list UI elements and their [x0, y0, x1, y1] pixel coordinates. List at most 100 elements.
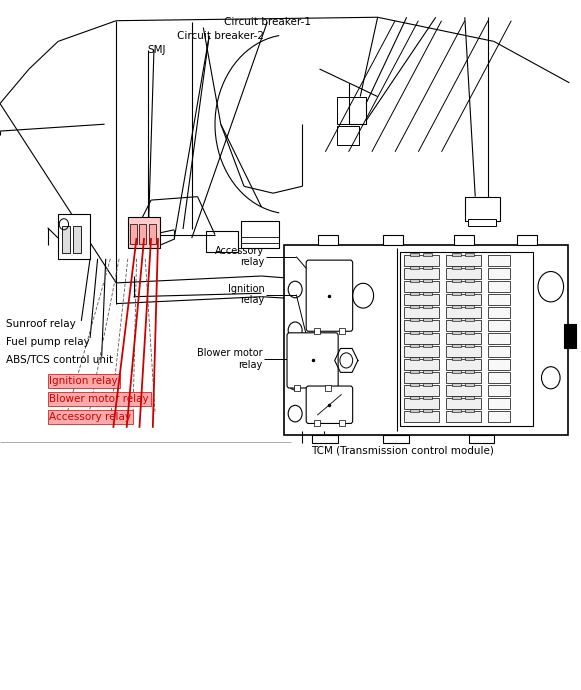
Bar [404, 333, 439, 344]
Bar [452, 331, 461, 334]
Bar [339, 328, 345, 334]
Bar [465, 304, 474, 308]
Bar [446, 411, 481, 422]
Bar [465, 395, 474, 399]
Text: Circuit breaker-2: Circuit breaker-2 [177, 31, 264, 41]
Bar [488, 333, 510, 344]
Bar [410, 292, 419, 295]
Text: Sunroof relay: Sunroof relay [6, 319, 76, 329]
Text: Accessory relay: Accessory relay [49, 412, 131, 422]
Bar [410, 317, 419, 321]
Bar [404, 281, 439, 292]
Bar [465, 382, 474, 386]
Bar [241, 221, 279, 248]
Bar [410, 279, 419, 282]
Bar [488, 372, 510, 382]
Bar [423, 382, 432, 386]
Bar [488, 384, 510, 395]
Bar [404, 346, 439, 357]
Bar [130, 224, 137, 244]
Bar [468, 435, 494, 443]
Text: ABS/TCS control unit: ABS/TCS control unit [6, 355, 113, 365]
Bar [488, 255, 510, 266]
Bar [452, 266, 461, 269]
Bar [564, 324, 576, 348]
Bar [404, 294, 439, 304]
Bar [128, 217, 160, 248]
Text: Blower motor relay: Blower motor relay [49, 394, 149, 404]
Bar [383, 235, 403, 245]
Bar [446, 255, 481, 266]
Bar [410, 266, 419, 269]
Bar [446, 281, 481, 292]
Bar [404, 411, 439, 422]
Bar [423, 317, 432, 321]
Bar [423, 253, 432, 256]
Bar [488, 294, 510, 304]
Bar [452, 304, 461, 308]
Bar [465, 370, 474, 373]
Bar [410, 357, 419, 360]
Bar [488, 268, 510, 279]
Bar [423, 279, 432, 282]
Bar [404, 372, 439, 382]
Bar [423, 408, 432, 412]
Bar [318, 235, 338, 245]
Bar [446, 294, 481, 304]
Bar [452, 253, 461, 256]
Text: Accessory
relay: Accessory relay [215, 246, 264, 268]
Bar [339, 420, 345, 426]
Bar [452, 357, 461, 360]
Bar [73, 226, 81, 253]
Bar [410, 382, 419, 386]
Bar [465, 266, 474, 269]
Bar [404, 306, 439, 317]
Bar [383, 435, 409, 443]
Text: Ignition relay: Ignition relay [49, 376, 118, 386]
Bar [62, 226, 70, 253]
Bar [446, 268, 481, 279]
Bar [465, 357, 474, 360]
Bar [404, 384, 439, 395]
Bar [446, 372, 481, 382]
Bar [206, 231, 238, 252]
Bar [465, 292, 474, 295]
Bar [284, 245, 568, 435]
Bar [410, 370, 419, 373]
Bar [452, 344, 461, 347]
FancyBboxPatch shape [306, 386, 353, 424]
Bar [410, 253, 419, 256]
Bar [404, 359, 439, 370]
Text: SMJ: SMJ [148, 45, 166, 55]
Bar [488, 397, 510, 408]
Bar [410, 304, 419, 308]
Bar [294, 384, 300, 391]
Bar [488, 359, 510, 370]
Bar [337, 97, 366, 124]
Bar [446, 333, 481, 344]
Bar [488, 411, 510, 422]
Bar [423, 331, 432, 334]
Bar [410, 395, 419, 399]
Bar [404, 397, 439, 408]
Bar [337, 126, 359, 145]
Bar [423, 344, 432, 347]
Bar [452, 370, 461, 373]
Bar [423, 357, 432, 360]
Bar [465, 408, 474, 412]
Bar [454, 235, 474, 245]
Bar [410, 408, 419, 412]
Bar [446, 359, 481, 370]
Bar [465, 317, 474, 321]
Bar [488, 346, 510, 357]
Bar [410, 344, 419, 347]
Bar [446, 346, 481, 357]
Bar [488, 319, 510, 331]
Bar [423, 304, 432, 308]
Bar [314, 328, 320, 334]
Bar [423, 292, 432, 295]
Bar [423, 370, 432, 373]
FancyBboxPatch shape [287, 333, 338, 388]
Text: Circuit breaker-1: Circuit breaker-1 [224, 17, 311, 27]
Bar [465, 197, 500, 221]
